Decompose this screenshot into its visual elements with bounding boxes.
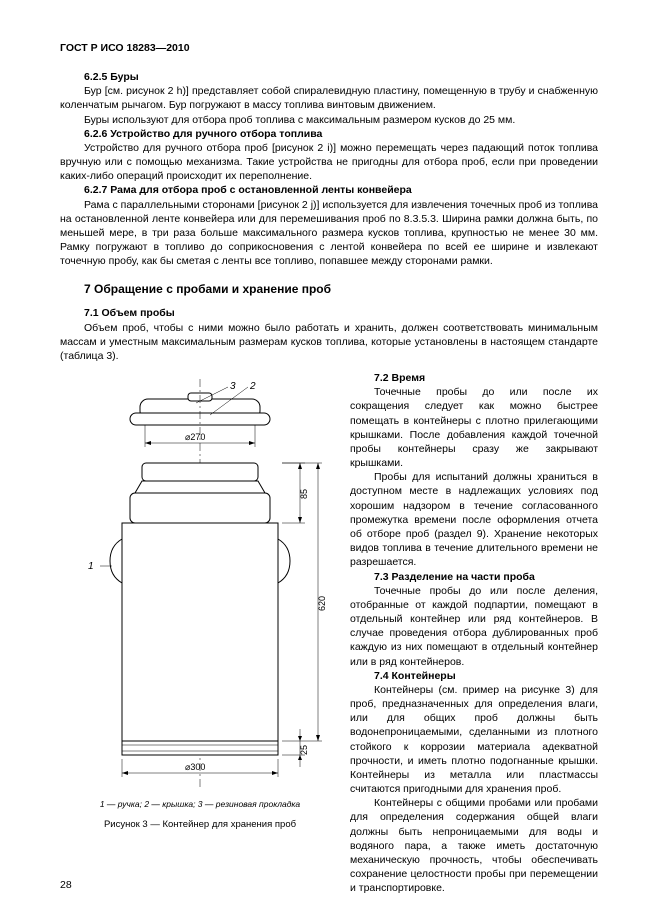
- figure-legend: 1 — ручка; 2 — крышка; 3 — резиновая про…: [60, 799, 340, 809]
- sec-72-title: 7.2 Время: [374, 372, 425, 384]
- callout-1: 1: [88, 561, 94, 572]
- sec-74-title: 7.4 Контейнеры: [374, 670, 456, 682]
- sec-625-p2: Буры используют для отбора проб топлива …: [60, 113, 598, 127]
- document-header: ГОСТ Р ИСО 18283—2010: [60, 42, 598, 54]
- sec-626-title: 6.2.6 Устройство для ручного отбора топл…: [84, 127, 598, 141]
- sec-72-p2: Пробы для испытаний должны храниться в д…: [350, 470, 598, 569]
- sec-71-title: 7.1 Объем пробы: [84, 306, 598, 320]
- sec-74-p2: Контейнеры с общими пробами или пробами …: [350, 796, 598, 895]
- sec-71-p1: Объем проб, чтобы с ними можно было рабо…: [60, 321, 598, 364]
- dim-25: 25: [299, 745, 309, 755]
- sec-73-p1: Точечные пробы до или после деления, ото…: [350, 584, 598, 669]
- dim-85: 85: [299, 489, 309, 499]
- dim-270: ⌀270: [185, 432, 205, 442]
- dim-620: 620: [317, 596, 327, 611]
- dim-300: ⌀300: [185, 762, 205, 772]
- page-number: 28: [60, 879, 72, 891]
- container-body: [110, 463, 290, 755]
- callout-3: 3: [230, 381, 236, 392]
- figure-3: 3 2 ⌀270: [60, 371, 330, 791]
- sec-72-p1: Точечные пробы до или после их сокращени…: [350, 385, 598, 470]
- sec-625-title: 6.2.5 Буры: [84, 70, 598, 84]
- sec-627-p1: Рама с параллельными сторонами [рисунок …: [60, 198, 598, 269]
- sec-627-title: 6.2.7 Рама для отбора проб с остановленн…: [84, 183, 598, 197]
- sec-73-title: 7.3 Разделение на части проба: [374, 571, 535, 583]
- sec-625-p1: Бур [см. рисунок 2 h)] представляет собо…: [60, 84, 598, 112]
- sec-74-p1: Контейнеры (см. пример на рисунке 3) для…: [350, 683, 598, 796]
- sec-7-title: 7 Обращение с пробами и хранение проб: [84, 282, 598, 296]
- callout-2: 2: [249, 381, 256, 392]
- figure-caption: Рисунок 3 — Контейнер для хранения проб: [60, 819, 340, 830]
- sec-626-p1: Устройство для ручного отбора проб [рису…: [60, 141, 598, 184]
